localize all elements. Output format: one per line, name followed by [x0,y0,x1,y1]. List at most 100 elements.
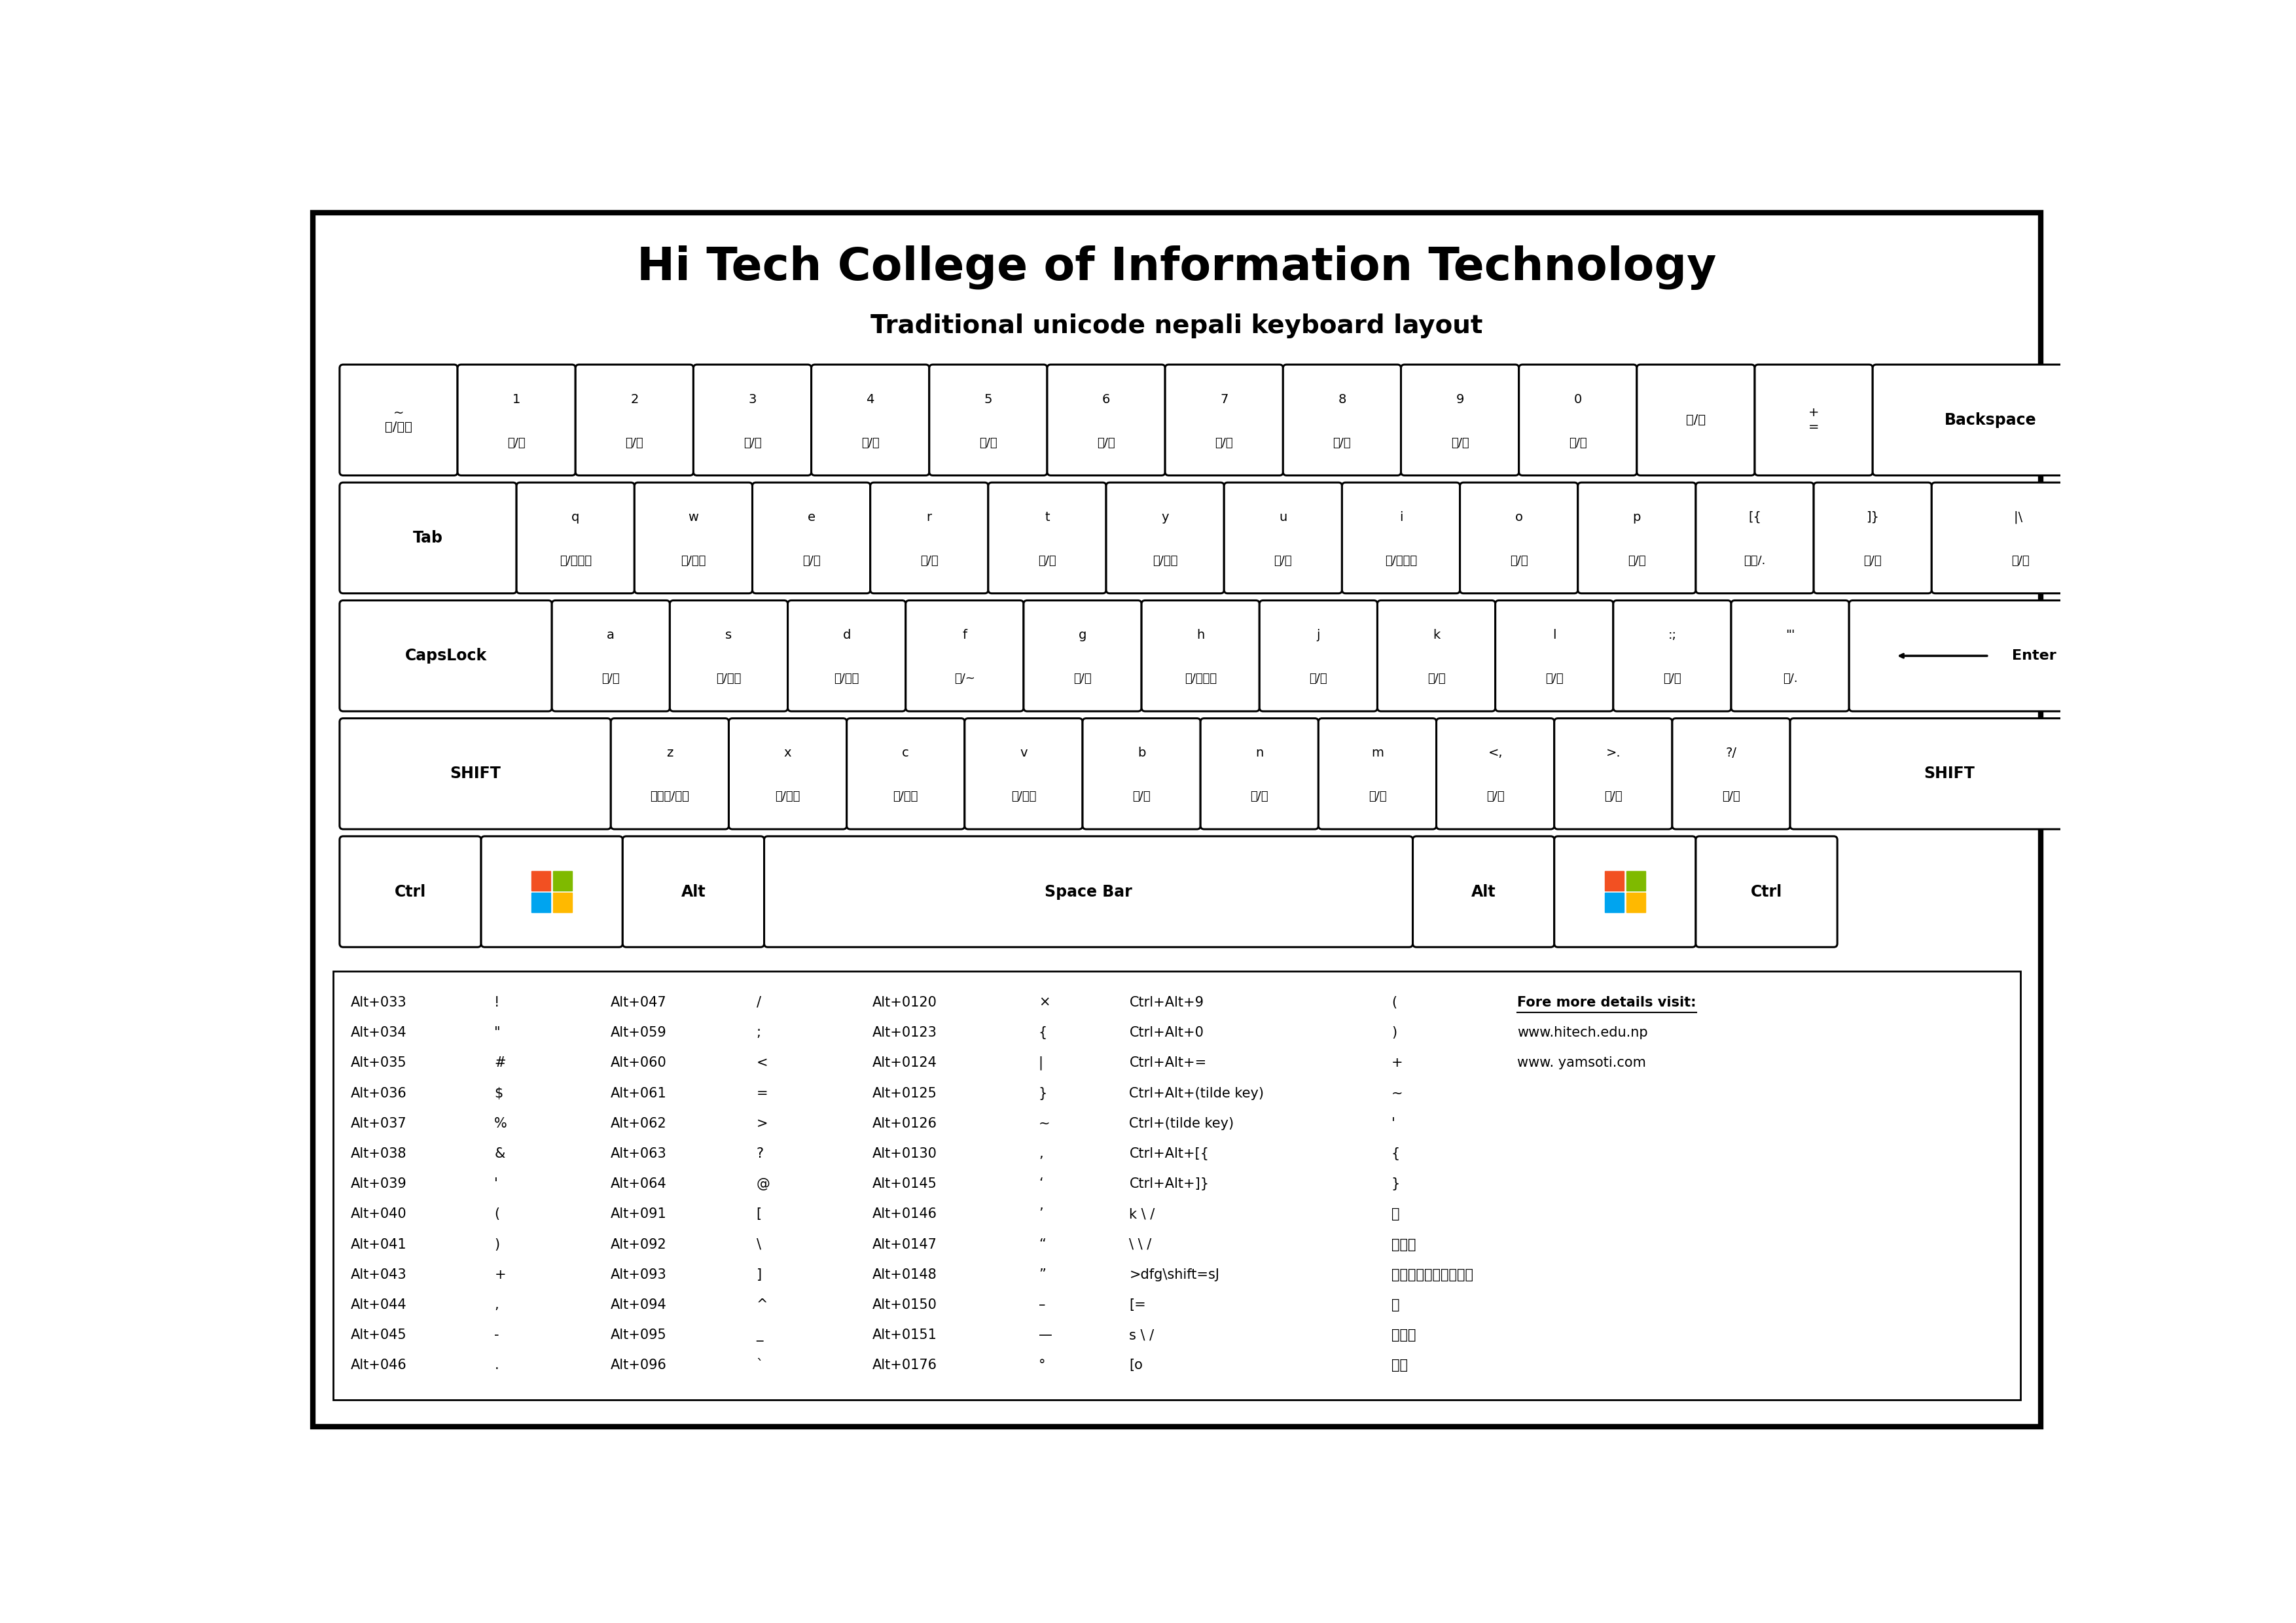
Text: ): ) [1391,1026,1396,1039]
Text: व/इ: व/इ [1309,674,1327,685]
Text: t: t [1045,511,1049,523]
Text: ब/आ: ब/आ [602,674,620,685]
Text: त/ड: त/ड [1038,555,1056,566]
FancyBboxPatch shape [1554,836,1697,948]
FancyBboxPatch shape [1341,482,1460,594]
Text: Traditional unicode nepali keyboard layout: Traditional unicode nepali keyboard layo… [870,313,1483,338]
Text: °: ° [1038,1358,1045,1371]
Text: Ctrl: Ctrl [1752,885,1782,899]
FancyBboxPatch shape [1931,482,2108,594]
FancyBboxPatch shape [930,365,1047,476]
Text: 0: 0 [1573,393,1582,406]
Text: ”: ” [1038,1268,1045,1281]
FancyBboxPatch shape [1460,482,1577,594]
Text: l: l [1552,628,1557,641]
Text: स/ड: स/ड [1368,790,1387,802]
Text: Alt+062: Alt+062 [611,1117,666,1130]
FancyBboxPatch shape [847,719,964,829]
Text: "': "' [1786,628,1795,641]
FancyBboxPatch shape [340,719,611,829]
Text: क्र: क्र [1391,1329,1417,1342]
Text: Alt+095: Alt+095 [611,1329,666,1342]
Text: Alt+063: Alt+063 [611,1147,666,1160]
Text: श्रीमान्को: श्रीमान्को [1391,1268,1474,1281]
Text: -: - [494,1329,498,1342]
Text: 3: 3 [748,393,755,406]
Text: {: { [1391,1147,1401,1160]
Text: SHIFT: SHIFT [1924,766,1975,782]
FancyBboxPatch shape [1412,836,1554,948]
Text: _: _ [755,1329,762,1342]
Text: Alt+035: Alt+035 [351,1057,406,1070]
Text: ‘: ‘ [1038,1177,1042,1191]
Text: ): ) [494,1238,501,1251]
Text: 9: 9 [1456,393,1465,406]
Text: ४/ध: ४/ध [861,437,879,448]
Text: Alt+034: Alt+034 [351,1026,406,1039]
Text: ९/ढ: ९/ढ [1451,437,1469,448]
Text: र/ह: र/ह [1722,790,1740,802]
Text: अ/अं: अ/अं [893,790,918,802]
Text: a: a [606,628,615,641]
FancyBboxPatch shape [1697,836,1837,948]
FancyBboxPatch shape [987,482,1107,594]
FancyBboxPatch shape [1141,601,1261,711]
Text: e: e [808,511,815,523]
Text: >.: >. [1605,747,1621,760]
Text: r: r [928,511,932,523]
Text: 5: 5 [985,393,992,406]
Text: ब/ड़: ब/ड़ [1153,555,1178,566]
Text: ग/~: ग/~ [955,674,976,685]
Text: www.hitech.edu.np: www.hitech.edu.np [1518,1026,1649,1039]
Text: ः/ड: ः/ड [1486,790,1504,802]
Text: भ/ए: भ/ए [801,555,820,566]
Text: ;: ; [755,1026,760,1039]
Text: 4: 4 [866,393,875,406]
Text: Alt+046: Alt+046 [351,1358,406,1371]
Text: |: | [1038,1057,1042,1070]
FancyBboxPatch shape [1378,601,1495,711]
Text: m: m [1371,747,1384,760]
Text: 2: 2 [631,393,638,406]
Text: \: \ [755,1238,760,1251]
Text: औ/ओ: औ/ओ [1685,414,1706,427]
Text: d: d [843,628,852,641]
Text: Ctrl: Ctrl [395,885,427,899]
Text: ’: ’ [1038,1208,1042,1220]
Text: Alt+036: Alt+036 [351,1087,406,1100]
Text: ?: ? [755,1147,765,1160]
Text: —: — [1038,1329,1052,1342]
Text: Alt+044: Alt+044 [351,1298,406,1311]
Text: j: j [1316,628,1320,641]
Text: y: y [1162,511,1169,523]
Text: प/फ: प/फ [1428,674,1446,685]
FancyBboxPatch shape [693,365,810,476]
Text: >dfg\shift=sJ: >dfg\shift=sJ [1130,1268,1219,1281]
Text: Ctrl+Alt+0: Ctrl+Alt+0 [1130,1026,1203,1039]
FancyBboxPatch shape [517,482,634,594]
Text: h: h [1196,628,1205,641]
Text: म/ऩ: म/ऩ [833,674,859,685]
Text: u: u [1279,511,1288,523]
Text: ': ' [1391,1117,1396,1130]
FancyBboxPatch shape [964,719,1081,829]
Text: Alt: Alt [682,885,705,899]
FancyBboxPatch shape [1554,719,1671,829]
FancyBboxPatch shape [728,719,847,829]
Text: ६/ट: ६/ट [1097,437,1116,448]
Text: www. yamsoti.com: www. yamsoti.com [1518,1057,1646,1070]
Text: k: k [1433,628,1440,641]
Text: +: + [1391,1057,1403,1070]
Text: Alt+041: Alt+041 [351,1238,406,1251]
FancyBboxPatch shape [1283,365,1401,476]
FancyBboxPatch shape [670,601,788,711]
Text: +: + [494,1268,505,1281]
Text: Hi Tech College of Information Technology: Hi Tech College of Information Technolog… [636,245,1717,291]
Text: ~: ~ [1391,1087,1403,1100]
Text: ष/क्ष: ष/क्ष [1384,555,1417,566]
FancyBboxPatch shape [1697,482,1814,594]
Text: उ/ए: उ/ए [1628,555,1646,566]
Text: !: ! [494,997,501,1010]
Text: Alt+0130: Alt+0130 [872,1147,937,1160]
Text: Alt+0123: Alt+0123 [872,1026,937,1039]
